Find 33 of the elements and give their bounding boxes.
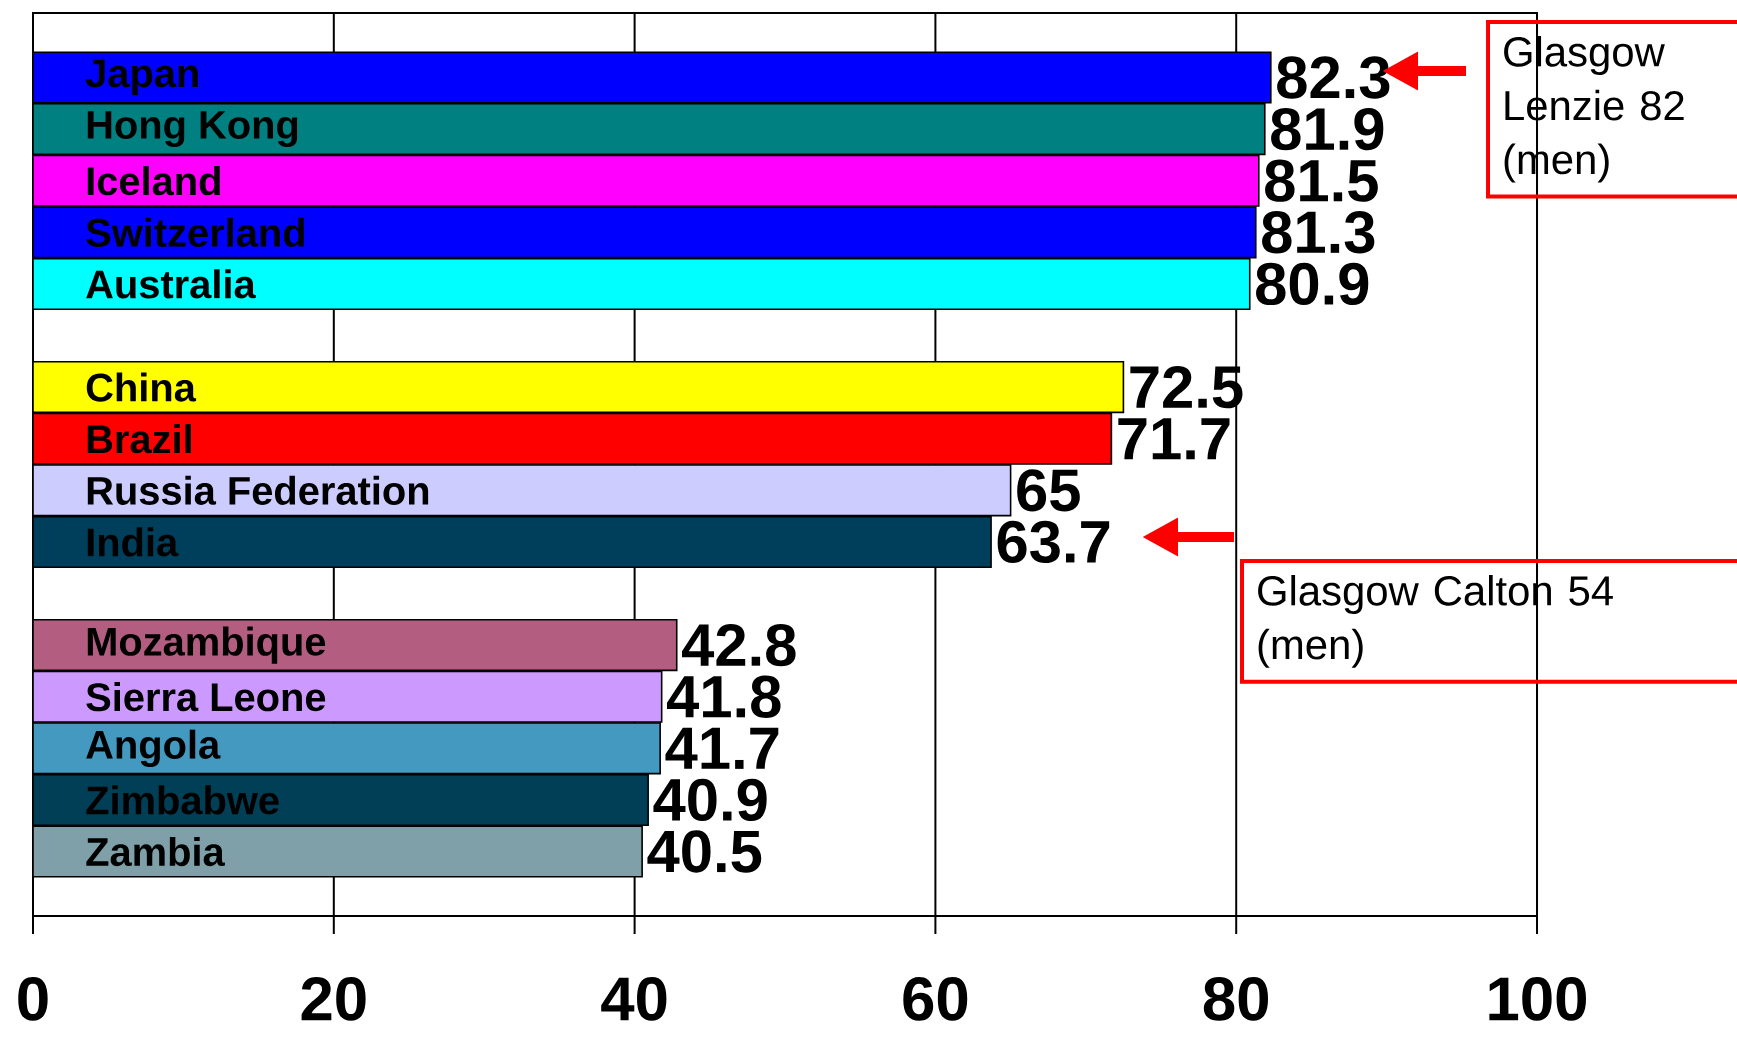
data-label: 80.9 [1256, 262, 1369, 306]
data-label: 65 [1017, 469, 1080, 512]
x-tick-label: 0 [18, 977, 48, 1021]
data-label: 81.3 [1262, 211, 1375, 254]
data-label: 41.7 [665, 727, 779, 769]
data-label: 40.9 [653, 778, 767, 822]
y-tick-label: India [87, 527, 179, 557]
data-label: 42.8 [682, 623, 796, 667]
y-tick-label: Mozambique [87, 626, 326, 664]
x-tick-label: 40 [601, 977, 667, 1021]
x-tick-label: 80 [1203, 977, 1269, 1021]
y-tick-label: Japan [85, 59, 198, 96]
data-label: 63.7 [997, 520, 1110, 564]
x-tick-label: 60 [903, 977, 968, 1021]
data-label: 41.8 [666, 675, 781, 718]
y-tick-label: Hong Kong [87, 111, 298, 148]
y-tick-label: Iceland [87, 166, 220, 196]
data-label: 82.3 [1277, 56, 1390, 99]
y-tick-label: Angola [86, 729, 221, 767]
data-label: 40.5 [647, 830, 762, 873]
y-tick-label: China [86, 372, 197, 402]
data-label: 81.9 [1271, 107, 1384, 151]
y-tick-label: Sierra Leone [86, 682, 326, 712]
y-tick-label: Zimbabwe [86, 785, 279, 815]
y-tick-label: Australia [86, 269, 256, 299]
data-label: 71.7 [1118, 418, 1230, 460]
x-tick-label: 100 [1489, 977, 1586, 1021]
y-tick-label: Zambia [86, 836, 225, 867]
y-tick-label: Switzerland [86, 217, 304, 247]
y-tick-label: Russia Federation [87, 475, 429, 505]
data-label: 81.5 [1265, 159, 1378, 202]
x-tick-label: 20 [301, 977, 366, 1021]
y-tick-label: Brazil [87, 424, 191, 454]
